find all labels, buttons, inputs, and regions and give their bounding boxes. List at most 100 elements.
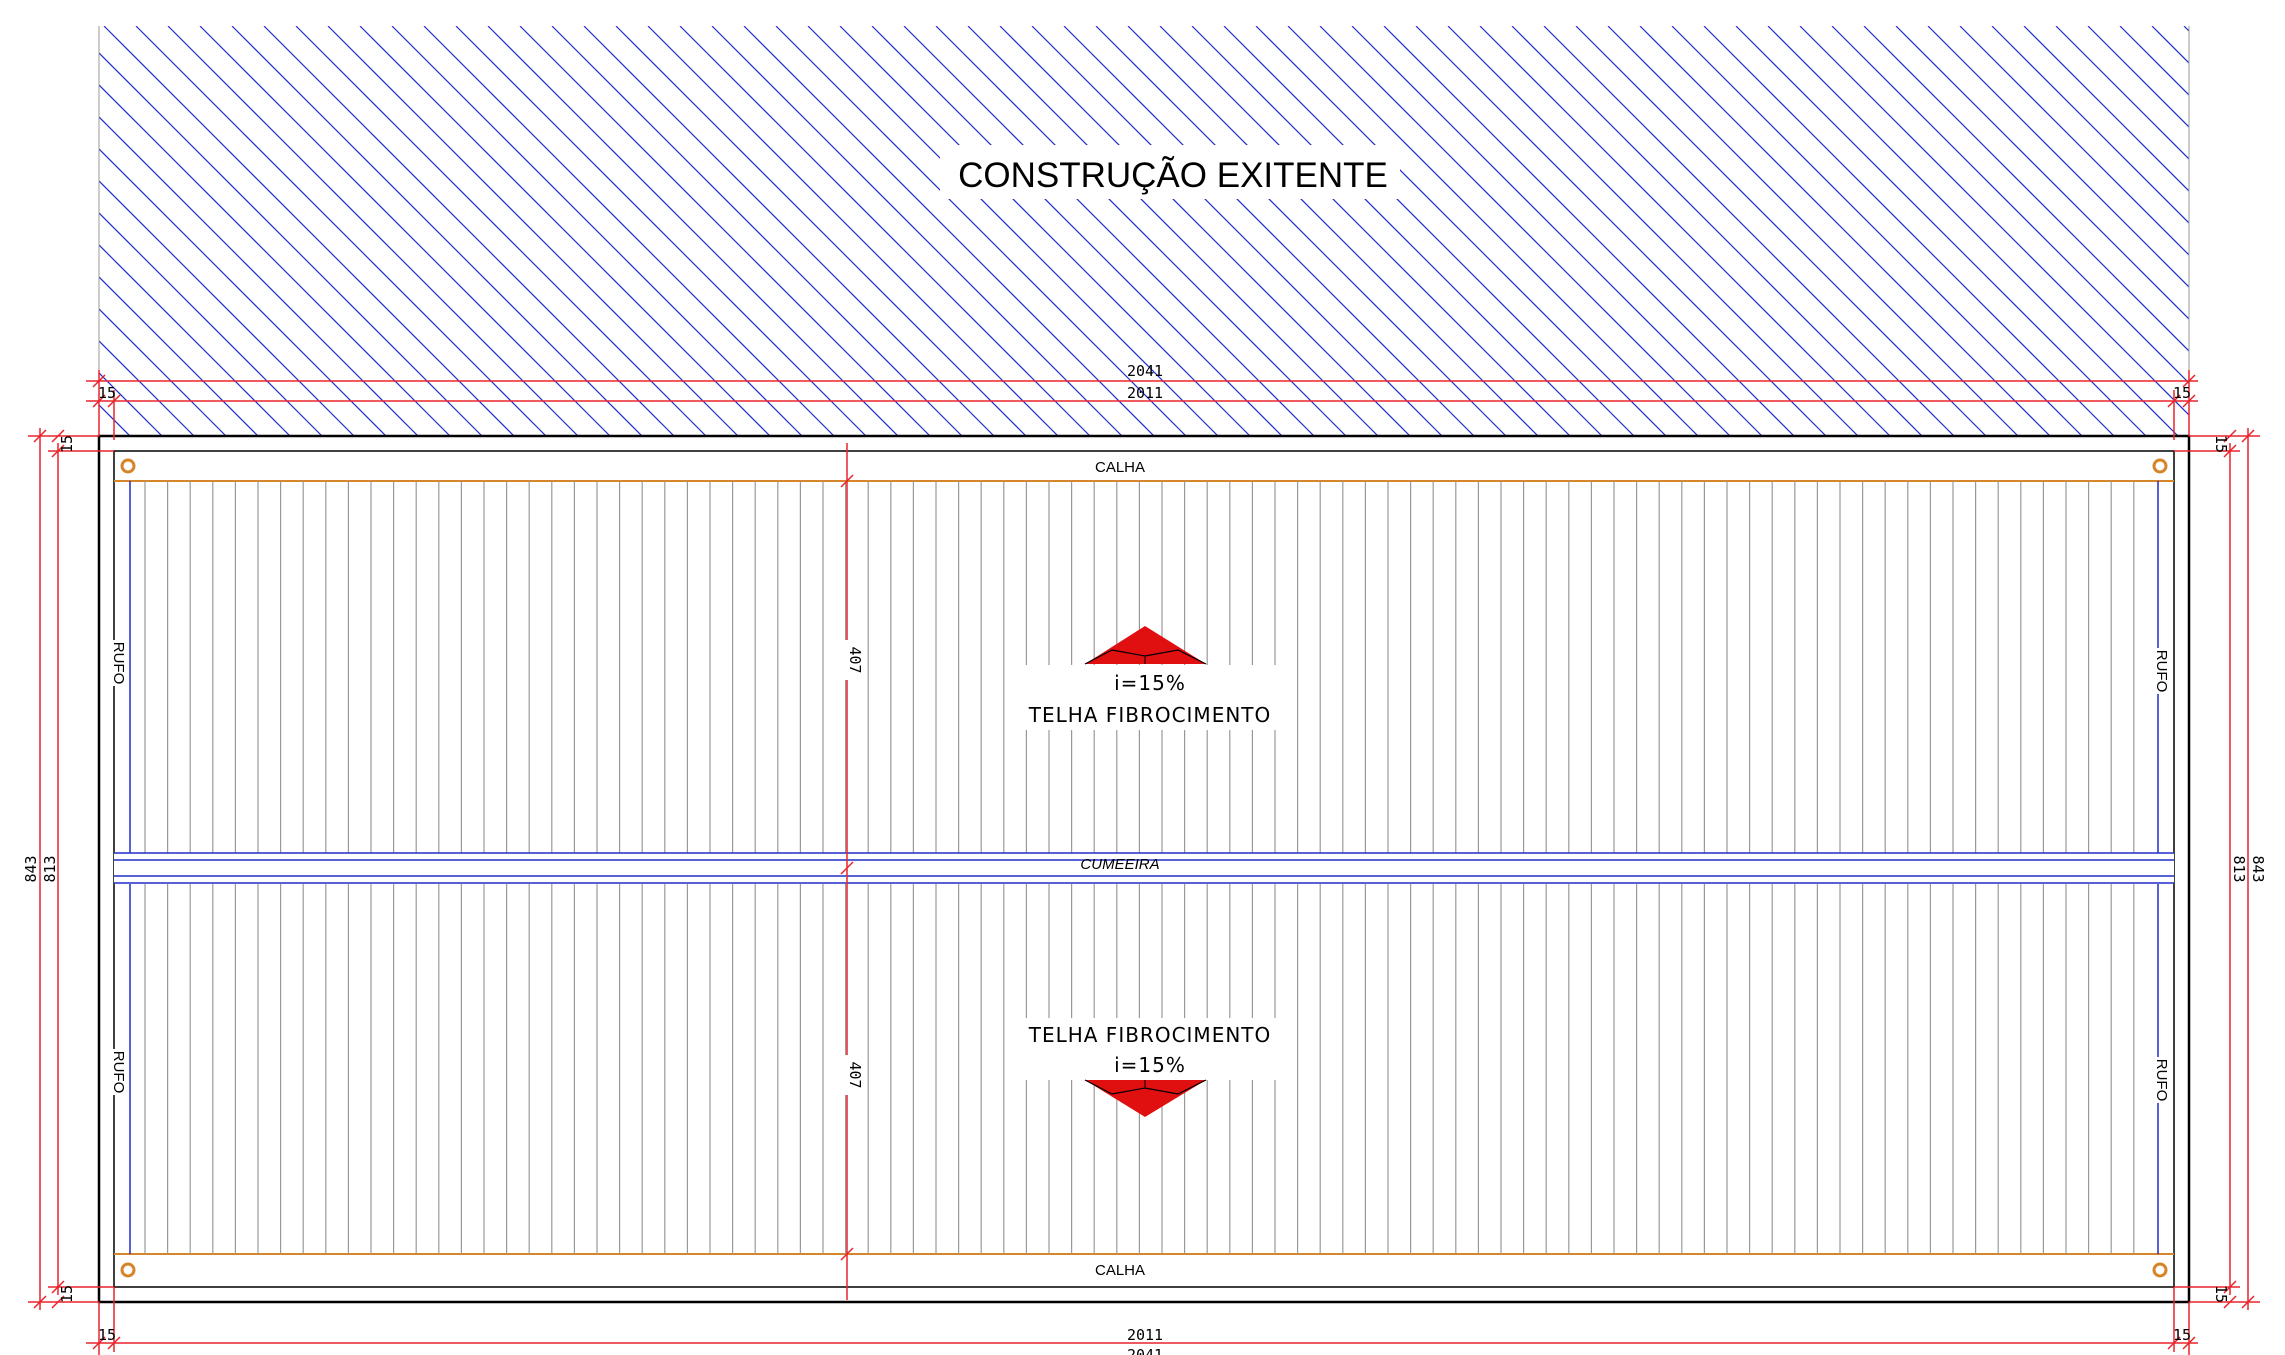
bottom-overall-dim: 2041 — [1127, 1346, 1163, 1355]
top-dimensions — [86, 370, 2198, 440]
gutter-top-label: CALHA — [1095, 459, 1145, 476]
hatch-line — [1319, 26, 1731, 436]
hatch-line — [327, 26, 739, 436]
hatch-line — [263, 26, 675, 436]
hatch-line — [1575, 26, 1987, 436]
upper-slope-annotation: i=15% TELHA FIBROCIMENTO — [1015, 626, 1285, 730]
existing-building-label: CONSTRUÇÃO EXITENTE — [958, 156, 1388, 195]
hatch-line — [519, 26, 931, 436]
bottom-dimensions — [86, 1287, 2198, 1355]
hatch-line — [423, 26, 835, 436]
hatch-line — [1543, 26, 1955, 436]
hatch-line — [99, 212, 323, 436]
bottom-inner-dim: 2011 — [1127, 1326, 1163, 1344]
upper-tile-label: TELHA FIBROCIMENTO — [1028, 703, 1272, 727]
hatch-line — [1927, 26, 2189, 288]
hatch-line — [99, 84, 451, 436]
hatch-line — [1159, 26, 1571, 436]
hatch-line — [1799, 26, 2189, 416]
hatch-line — [2055, 26, 2189, 160]
hatch-line — [455, 26, 867, 436]
hatch-line — [99, 404, 131, 436]
hatch-line — [199, 26, 611, 436]
hatch-line — [1703, 26, 2115, 436]
left-overall-dim: 843 — [22, 855, 40, 882]
hatch-line — [1735, 26, 2147, 436]
hatch-line — [807, 26, 1219, 436]
hatch-line — [839, 26, 1251, 436]
lower-slope-label: i=15% — [1114, 1053, 1186, 1077]
hatch-line — [1415, 26, 1827, 436]
lower-tile-label: TELHA FIBROCIMENTO — [1028, 1023, 1272, 1047]
hatch-line — [99, 276, 259, 436]
drain-top-left — [120, 458, 136, 474]
left-inner-dim: 813 — [41, 855, 59, 882]
hatch-line — [99, 148, 387, 436]
right-overall-dim: 843 — [2249, 855, 2267, 882]
hatch-line — [871, 26, 1283, 436]
hatch-line — [1767, 26, 2179, 436]
hatch-line — [967, 26, 1379, 436]
hatch-line — [103, 26, 515, 436]
right-dimensions — [2174, 428, 2260, 1310]
hatch-line — [1255, 26, 1667, 436]
gutter-top: CALHA — [114, 458, 2174, 482]
hatch-line — [1607, 26, 2019, 436]
hatch-line — [1831, 26, 2189, 384]
hatch-line — [647, 26, 1059, 436]
hatch-line — [775, 26, 1187, 436]
top-inner-dim: 2011 — [1127, 384, 1163, 402]
right-top-edge-dim: 15 — [2212, 435, 2230, 453]
lower-slope-annotation: TELHA FIBROCIMENTO i=15% — [1015, 1018, 1285, 1117]
hatch-line — [2151, 26, 2189, 64]
hatch-line — [2087, 26, 2189, 128]
hatch-line — [99, 52, 483, 436]
hatch-line — [1191, 26, 1603, 436]
slope-arrow-down-icon — [1085, 1080, 1206, 1117]
bottom-right-edge-dim: 15 — [2173, 1326, 2191, 1344]
hatch-line — [1031, 26, 1443, 436]
hatch-line — [1287, 26, 1699, 436]
hatch-line — [999, 26, 1411, 436]
hatch-line — [1223, 26, 1635, 436]
span-upper-label: 407 — [846, 646, 864, 673]
flashing-left-bottom-label: RUFO — [110, 1051, 127, 1094]
hatch-line — [615, 26, 1027, 436]
hatch-line — [1895, 26, 2189, 320]
span-dimension — [840, 443, 861, 1300]
flashing-left-top-label: RUFO — [110, 642, 127, 685]
hatch-line — [1383, 26, 1795, 436]
hatch-line — [1511, 26, 1923, 436]
existing-building-area: CONSTRUÇÃO EXITENTE — [0, 26, 2285, 436]
gutter-bottom: CALHA — [114, 1253, 2174, 1279]
hatch-line — [1991, 26, 2189, 224]
hatch-line — [0, 26, 34, 436]
hatch-line — [391, 26, 803, 436]
left-dimensions — [28, 428, 114, 1310]
top-overall-dim: 2041 — [1127, 362, 1163, 380]
upper-slope-label: i=15% — [1114, 671, 1186, 695]
hatch-line — [711, 26, 1123, 436]
hatch-line — [743, 26, 1155, 436]
bottom-left-edge-dim: 15 — [98, 1326, 116, 1344]
flashing-right-top-label: RUFO — [2153, 650, 2170, 693]
slope-arrow-up-icon — [1085, 626, 1206, 664]
span-lower-label: 407 — [846, 1061, 864, 1088]
hatch-line — [99, 340, 195, 436]
hatch-line — [1063, 26, 1475, 436]
hatch-line — [551, 26, 963, 436]
hatch-line — [295, 26, 707, 436]
drain-bottom-right — [2152, 1262, 2168, 1278]
hatch-line — [2183, 26, 2189, 32]
ridge: CUMEEIRA — [114, 852, 2174, 884]
hatch-line — [1479, 26, 1891, 436]
hatch-line — [2280, 26, 2285, 436]
hatch-line — [2023, 26, 2189, 192]
right-bottom-edge-dim: 15 — [2212, 1285, 2230, 1303]
hatch-line — [1447, 26, 1859, 436]
hatch-line — [231, 26, 643, 436]
hatch-line — [1671, 26, 2083, 436]
hatch-line — [0, 26, 98, 436]
left-top-edge-dim: 15 — [58, 435, 76, 453]
